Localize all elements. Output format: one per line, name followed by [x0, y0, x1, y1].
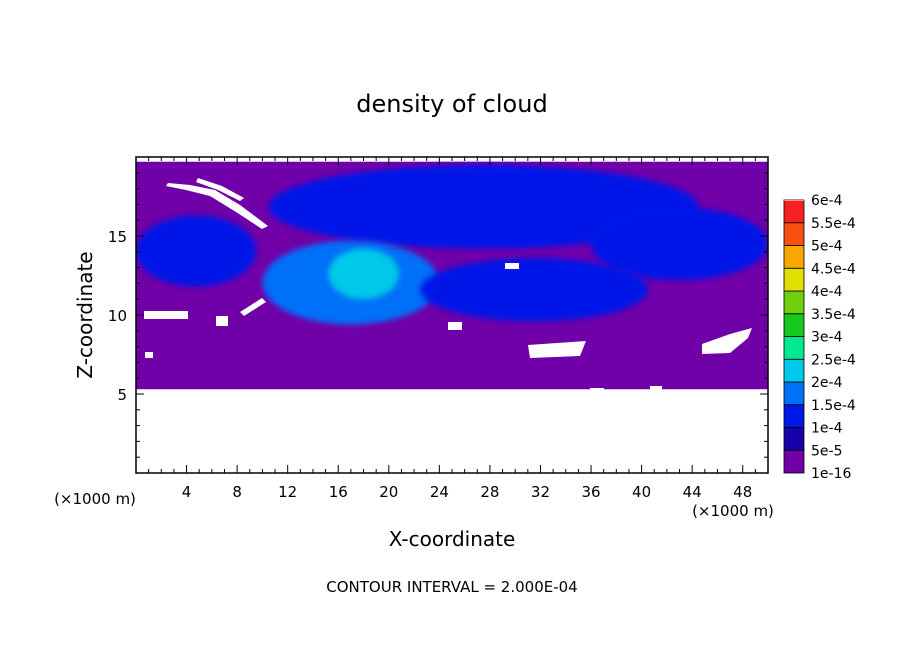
x-axis-label: X-coordinate [389, 527, 516, 551]
x-tick-label: 44 [683, 483, 702, 501]
y-tick-label: 15 [108, 228, 127, 246]
colorbar-label: 1e-4 [811, 421, 843, 437]
x-unit-label: (×1000 m) [692, 502, 774, 520]
x-tick-label: 24 [430, 483, 449, 501]
colorbar-swatch [783, 222, 805, 246]
x-tick-label: 4 [182, 483, 192, 501]
colorbar-swatch [783, 336, 805, 360]
colorbar-label: 1.5e-4 [811, 398, 856, 414]
colorbar-label: 3e-4 [811, 330, 843, 346]
colorbar-swatch [783, 290, 805, 315]
gap-patch [145, 352, 153, 358]
region-upper-cloud-band [268, 164, 699, 249]
gap-streak [166, 183, 268, 229]
colorbar-swatch [783, 267, 805, 292]
colorbar-label: 1e-16 [811, 466, 851, 482]
x-tick-label: 32 [531, 483, 550, 501]
colorbar-label: 5e-5 [811, 443, 842, 459]
colorbar-swatch [783, 427, 805, 451]
x-tick-label: 40 [632, 483, 651, 501]
x-axis: 4 8 12 16 20 24 28 32 36 40 44 48 [135, 157, 769, 501]
x-tick-label: 16 [329, 483, 348, 501]
colorbar-swatch [783, 245, 805, 269]
chart-title: density of cloud [356, 90, 547, 118]
y-tick-label: 5 [117, 386, 127, 404]
x-tick-label: 12 [278, 483, 297, 501]
colorbar-label: 2.5e-4 [811, 352, 856, 368]
y-tick-label: 10 [108, 307, 127, 325]
colorbar-swatch [783, 449, 805, 474]
gap-streak [240, 298, 266, 316]
gap-patch [650, 386, 662, 392]
colorbar-label: 4.5e-4 [811, 261, 856, 277]
colorbar: 1e-16 5e-5 1e-4 1.5e-4 2e-4 2.5e-4 3e-4 3.5e-4 4… [783, 193, 856, 482]
gap-patch [505, 263, 519, 269]
gap-streak [196, 178, 244, 201]
white-gaps [144, 178, 752, 393]
contour-interval-note: CONTOUR INTERVAL = 2.000E-04 [326, 578, 577, 596]
x-tick-label: 28 [480, 483, 499, 501]
colorbar-swatch [783, 199, 805, 224]
gap-patch [528, 341, 586, 358]
y-axis-label: Z-coordinate [73, 251, 97, 378]
region-central-core [328, 248, 399, 300]
region-mid-cloud [420, 258, 648, 322]
colorbar-label: 6e-4 [811, 193, 843, 209]
plot-area [136, 157, 768, 473]
colorbar-label: 4e-4 [811, 284, 843, 300]
x-tick-label: 36 [581, 483, 600, 501]
colorbar-label: 3.5e-4 [811, 307, 856, 323]
colorbar-swatch [783, 404, 805, 428]
colorbar-swatch [783, 381, 805, 406]
y-axis: 5 10 15 [108, 156, 768, 474]
gap-patch [144, 311, 188, 319]
colorbar-swatch-top [784, 200, 804, 201]
gap-patch [702, 328, 752, 354]
x-tick-label: 48 [733, 483, 752, 501]
x-tick-label: 8 [232, 483, 242, 501]
x-tick-label: 20 [379, 483, 398, 501]
gap-patch [216, 316, 228, 326]
y-unit-label: (×1000 m) [54, 490, 136, 508]
gap-patch [448, 322, 462, 330]
colorbar-label: 2e-4 [811, 375, 843, 391]
region-right-cloud-band [591, 207, 768, 281]
region-left-cloud-band [136, 215, 257, 287]
colorbar-label: 5.5e-4 [811, 216, 856, 232]
colorbar-swatch [783, 313, 805, 337]
gap-patch [590, 388, 604, 393]
colorbar-label: 5e-4 [811, 239, 843, 255]
colorbar-swatch [783, 358, 805, 383]
